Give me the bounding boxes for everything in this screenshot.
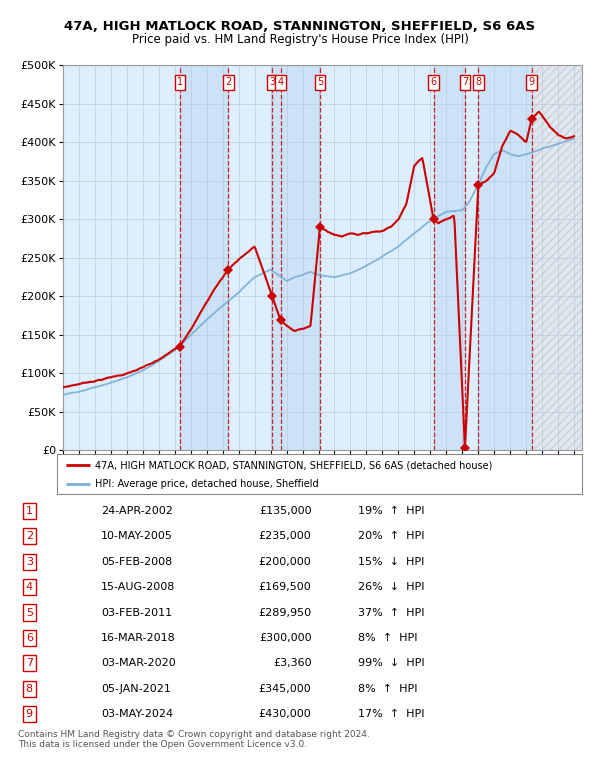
Text: 5: 5 <box>26 608 33 618</box>
Text: 1: 1 <box>26 506 33 516</box>
Text: £200,000: £200,000 <box>259 557 311 567</box>
Text: 6: 6 <box>431 78 437 87</box>
Text: £300,000: £300,000 <box>259 633 311 643</box>
Text: 19%  ↑  HPI: 19% ↑ HPI <box>358 506 424 516</box>
Bar <box>534 65 582 450</box>
Text: 03-FEB-2011: 03-FEB-2011 <box>101 608 172 618</box>
Text: 7: 7 <box>462 78 468 87</box>
Text: 24-APR-2002: 24-APR-2002 <box>101 506 173 516</box>
Bar <box>478 65 532 450</box>
Text: 26%  ↓  HPI: 26% ↓ HPI <box>358 582 424 592</box>
Text: 6: 6 <box>26 633 33 643</box>
Bar <box>534 65 582 450</box>
Text: 05-JAN-2021: 05-JAN-2021 <box>101 684 171 694</box>
Bar <box>180 65 229 450</box>
Text: 47A, HIGH MATLOCK ROAD, STANNINGTON, SHEFFIELD, S6 6AS (detached house): 47A, HIGH MATLOCK ROAD, STANNINGTON, SHE… <box>95 460 492 470</box>
Text: 8: 8 <box>475 78 481 87</box>
Text: HPI: Average price, detached house, Sheffield: HPI: Average price, detached house, Shef… <box>95 478 319 488</box>
Text: £345,000: £345,000 <box>259 684 311 694</box>
Text: 2: 2 <box>26 531 33 541</box>
Text: 9: 9 <box>26 709 33 719</box>
Text: 03-MAR-2020: 03-MAR-2020 <box>101 658 176 668</box>
Text: 8: 8 <box>26 684 33 694</box>
Text: 37%  ↑  HPI: 37% ↑ HPI <box>358 608 424 618</box>
Text: 17%  ↑  HPI: 17% ↑ HPI <box>358 709 424 719</box>
Text: £289,950: £289,950 <box>259 608 311 618</box>
Text: 05-FEB-2008: 05-FEB-2008 <box>101 557 173 567</box>
Text: 15-AUG-2008: 15-AUG-2008 <box>101 582 176 592</box>
Text: 16-MAR-2018: 16-MAR-2018 <box>101 633 176 643</box>
Text: 03-MAY-2024: 03-MAY-2024 <box>101 709 173 719</box>
Text: 15%  ↓  HPI: 15% ↓ HPI <box>358 557 424 567</box>
Text: £135,000: £135,000 <box>259 506 311 516</box>
Text: 99%  ↓  HPI: 99% ↓ HPI <box>358 658 424 668</box>
Bar <box>534 65 582 450</box>
Text: 7: 7 <box>26 658 33 668</box>
Text: 10-MAY-2005: 10-MAY-2005 <box>101 531 173 541</box>
Text: 1: 1 <box>176 78 183 87</box>
Text: £169,500: £169,500 <box>259 582 311 592</box>
Text: 2: 2 <box>226 78 232 87</box>
Text: £3,360: £3,360 <box>273 658 311 668</box>
Text: 8%  ↑  HPI: 8% ↑ HPI <box>358 684 417 694</box>
Text: Price paid vs. HM Land Registry's House Price Index (HPI): Price paid vs. HM Land Registry's House … <box>131 33 469 46</box>
Text: 3: 3 <box>26 557 33 567</box>
Text: 8%  ↑  HPI: 8% ↑ HPI <box>358 633 417 643</box>
Text: 4: 4 <box>277 78 284 87</box>
Text: 9: 9 <box>529 78 535 87</box>
Bar <box>272 65 320 450</box>
Text: 4: 4 <box>26 582 33 592</box>
Text: 3: 3 <box>269 78 275 87</box>
Text: 47A, HIGH MATLOCK ROAD, STANNINGTON, SHEFFIELD, S6 6AS: 47A, HIGH MATLOCK ROAD, STANNINGTON, SHE… <box>64 20 536 33</box>
Text: Contains HM Land Registry data © Crown copyright and database right 2024.
This d: Contains HM Land Registry data © Crown c… <box>18 730 370 749</box>
Text: 5: 5 <box>317 78 323 87</box>
Text: £235,000: £235,000 <box>259 531 311 541</box>
Text: 20%  ↑  HPI: 20% ↑ HPI <box>358 531 424 541</box>
Bar <box>434 65 465 450</box>
Text: £430,000: £430,000 <box>259 709 311 719</box>
